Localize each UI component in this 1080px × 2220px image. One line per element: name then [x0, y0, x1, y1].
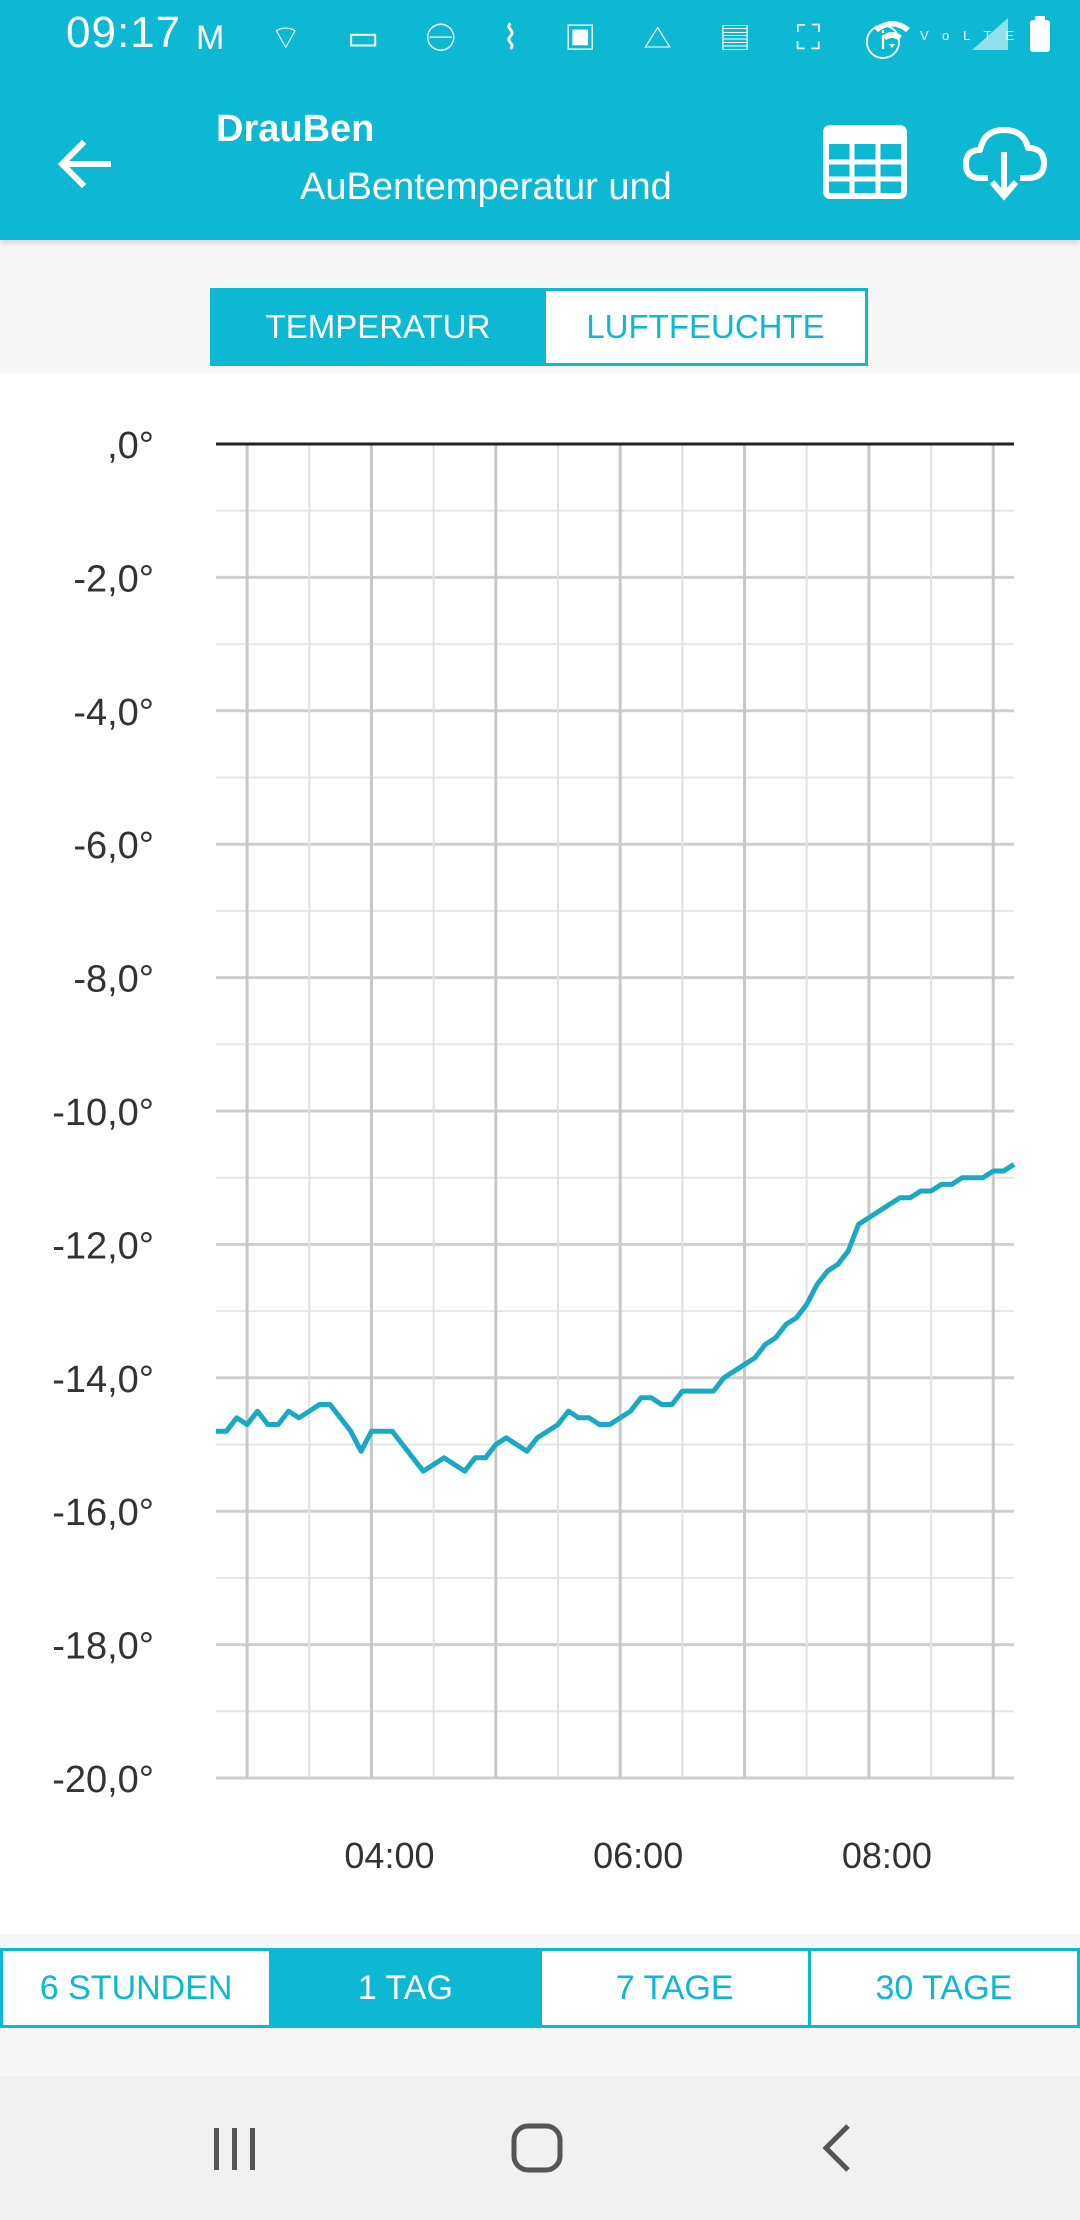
range-30-tage[interactable]: 30 TAGE: [807, 1948, 1080, 2028]
tab-luftfeuchte[interactable]: LUFTFEUCHTE: [543, 291, 865, 363]
metric-toggle: TEMPERATUR LUFTFEUCHTE: [210, 288, 868, 366]
y-tick-label: ,0°: [107, 425, 154, 467]
y-tick-label: -4,0°: [73, 692, 154, 734]
page-title: DrauBen: [216, 108, 375, 150]
system-status-icons: VoLTE: [874, 16, 1050, 52]
time-range-toggle: 6 STUNDEN 1 TAG 7 TAGE 30 TAGE: [0, 1948, 1080, 2028]
status-bar: 09:17 M ⌔ ▭ ⊖ ⌇ ▣ △ ▤ ⛶ ⓘ VoLTE: [0, 0, 1080, 70]
cloud-download-icon[interactable]: [962, 116, 1048, 202]
battery-icon: [1030, 20, 1050, 52]
y-tick-label: -6,0°: [73, 825, 154, 867]
y-tick-label: -20,0°: [52, 1759, 154, 1801]
y-tick-label: -10,0°: [52, 1092, 154, 1134]
system-nav-bar: [0, 2076, 1080, 2220]
y-tick-label: -12,0°: [52, 1225, 154, 1267]
status-time: 09:17: [66, 8, 182, 57]
signal-icon: [972, 18, 1008, 50]
y-tick-label: -2,0°: [73, 558, 154, 600]
temperature-series-line: [216, 1162, 1016, 1474]
x-tick-label: 08:00: [842, 1835, 932, 1876]
back-arrow-icon[interactable]: [48, 128, 120, 200]
x-tick-label: 04:00: [344, 1835, 434, 1876]
recent-apps-icon[interactable]: [200, 2116, 270, 2180]
temperature-chart[interactable]: ,0° -2,0° -4,0° -6,0° -8,0° -10,0° -12,0° -14,0…: [0, 374, 1080, 1934]
wifi-icon: [874, 21, 910, 48]
y-tick-label: -8,0°: [73, 959, 154, 1001]
y-tick-label: -18,0°: [52, 1626, 154, 1668]
table-icon[interactable]: [822, 124, 908, 200]
back-nav-icon[interactable]: [804, 2116, 874, 2180]
page-subtitle: AuBentemperatur und: [300, 166, 672, 208]
volte-icon: VoLTE: [920, 28, 1028, 43]
range-7-tage[interactable]: 7 TAGE: [538, 1948, 811, 2028]
range-1-tag[interactable]: 1 TAG: [269, 1948, 542, 2028]
x-tick-label: 06:00: [593, 1835, 683, 1876]
y-tick-label: -16,0°: [52, 1492, 154, 1534]
home-icon[interactable]: [502, 2116, 572, 2180]
chart-area: ,0° -2,0° -4,0° -6,0° -8,0° -10,0° -12,0° -14,0…: [0, 374, 1080, 1934]
notification-icons: M ⌔ ▭ ⊖ ⌇ ▣ △ ▤ ⛶ ⓘ: [196, 19, 919, 57]
y-tick-label: -14,0°: [52, 1359, 154, 1401]
tab-temperatur[interactable]: TEMPERATUR: [213, 291, 543, 363]
range-6-stunden[interactable]: 6 STUNDEN: [0, 1948, 273, 2028]
app-bar: DrauBen AuBentemperatur und: [0, 70, 1080, 240]
